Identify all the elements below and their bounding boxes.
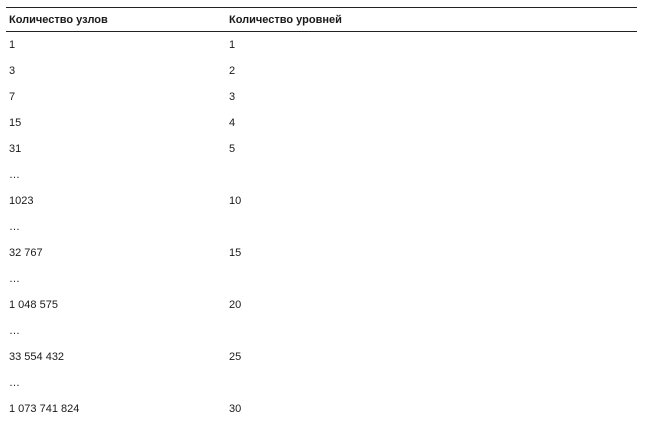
data-table-container: Количество узлов Количество уровней 1 1 …	[6, 7, 637, 422]
cell-nodes: 3	[9, 65, 16, 77]
cell-nodes: 1	[9, 39, 16, 51]
cell-levels	[226, 318, 637, 344]
cell-nodes: …	[9, 169, 20, 181]
table-row: 1 048 575 20	[6, 292, 637, 318]
cell-nodes: 7	[9, 91, 16, 103]
cell-levels: 4	[229, 117, 236, 129]
cell-levels: 1	[229, 39, 236, 51]
table-row: …	[6, 214, 637, 240]
cell-nodes: …	[9, 325, 20, 337]
table-row: 3 2	[6, 58, 637, 84]
cell-levels: 15	[229, 247, 242, 259]
cell-levels: 20	[229, 299, 242, 311]
table-row: 31 5	[6, 136, 637, 162]
cell-nodes: 33 554 432	[9, 351, 65, 363]
nodes-levels-table: Количество узлов Количество уровней 1 1 …	[6, 7, 637, 422]
table-row: 7 3	[6, 84, 637, 110]
cell-levels	[226, 214, 637, 240]
table-row: 33 554 432 25	[6, 344, 637, 370]
table-row: 1 1	[6, 32, 637, 59]
cell-nodes: 1 048 575	[9, 299, 58, 311]
cell-levels: 5	[229, 143, 236, 155]
cell-levels: 30	[229, 403, 242, 415]
cell-nodes: …	[9, 377, 20, 389]
cell-levels: 2	[229, 65, 236, 77]
cell-nodes: 1023	[9, 195, 34, 207]
cell-nodes: …	[9, 273, 20, 285]
cell-nodes: 31	[9, 143, 22, 155]
cell-nodes: 32 767	[9, 247, 43, 259]
cell-levels: 3	[229, 91, 236, 103]
table-row: 32 767 15	[6, 240, 637, 266]
table-row: …	[6, 318, 637, 344]
table-row: …	[6, 162, 637, 188]
table-row: 15 4	[6, 110, 637, 136]
cell-levels	[226, 162, 637, 188]
cell-nodes: 1 073 741 824	[9, 403, 80, 415]
cell-levels	[226, 266, 637, 292]
table-row: 1 073 741 824 30	[6, 396, 637, 422]
table-header-row: Количество узлов Количество уровней	[6, 7, 637, 32]
table-row: 1023 10	[6, 188, 637, 214]
cell-nodes: …	[9, 221, 20, 233]
table-row: …	[6, 266, 637, 292]
table-row: …	[6, 370, 637, 396]
header-levels-count: Количество уровней	[226, 7, 637, 32]
cell-levels: 25	[229, 351, 242, 363]
cell-levels: 10	[229, 195, 242, 207]
cell-nodes: 15	[9, 117, 22, 129]
cell-levels	[226, 370, 637, 396]
header-nodes-count: Количество узлов	[6, 7, 226, 32]
